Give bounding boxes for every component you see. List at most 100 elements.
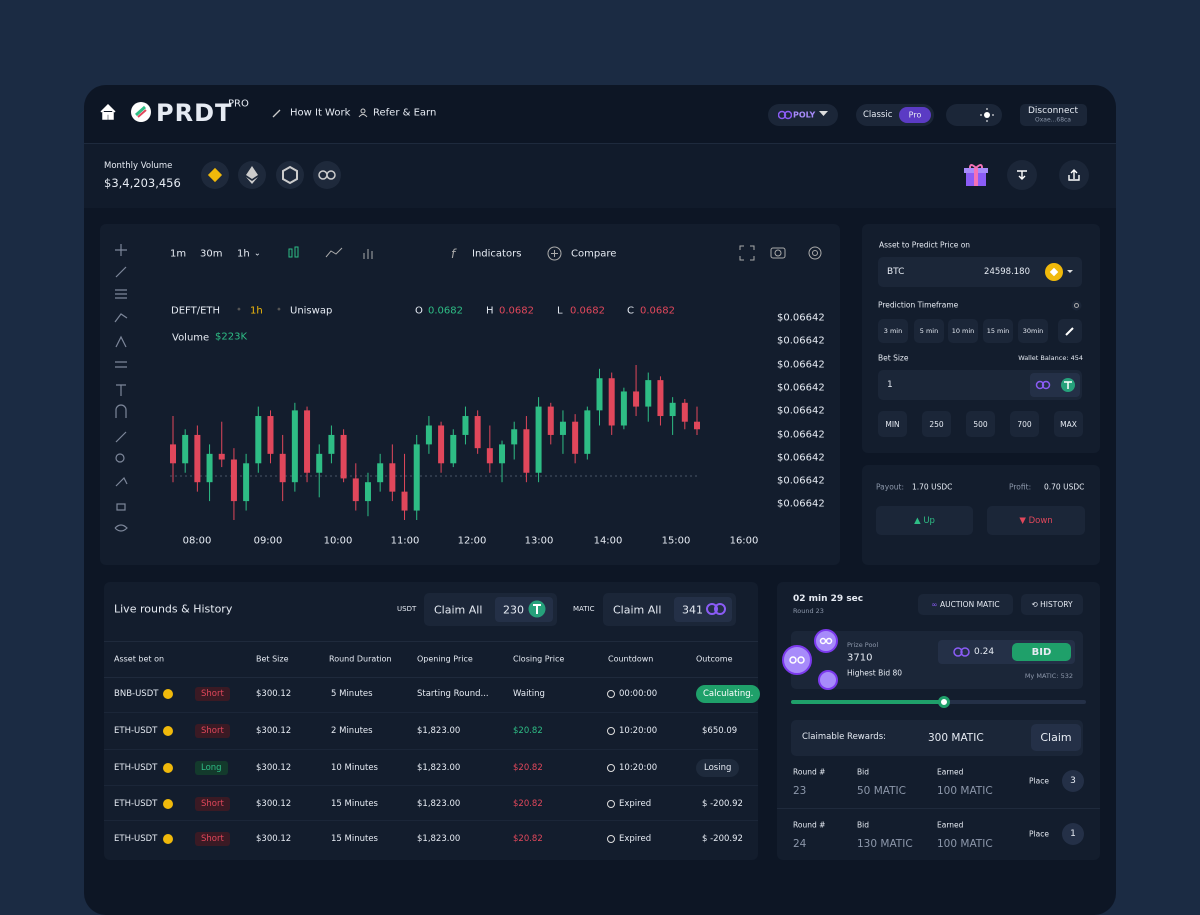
ohlc-value: 0.0682 bbox=[428, 305, 463, 317]
bet-size: $300.12 bbox=[256, 834, 292, 844]
chart-type-icons[interactable] bbox=[286, 245, 386, 263]
matic-glyph: ∞ bbox=[931, 600, 941, 609]
side: Short bbox=[195, 832, 230, 846]
auction-button[interactable]: ∞ AUCTION MATIC bbox=[918, 594, 1013, 615]
bid-label: Bid bbox=[857, 767, 869, 777]
payout-value: 1.70 USDC bbox=[912, 482, 953, 492]
wallet-address: Oxae...68ca bbox=[1035, 116, 1071, 124]
home-icon[interactable] bbox=[99, 103, 117, 121]
timeframe-option[interactable]: 3 min bbox=[878, 319, 908, 343]
settings-icon[interactable] bbox=[1071, 300, 1082, 311]
brand: PRDT bbox=[156, 99, 233, 127]
side: Short bbox=[195, 687, 230, 701]
asset: ETH-USDT bbox=[114, 834, 158, 844]
candle-body bbox=[279, 453, 286, 483]
compare-button[interactable]: Compare bbox=[571, 248, 617, 260]
timeframe-option[interactable]: 5 min bbox=[914, 319, 944, 343]
timeframe-button[interactable]: 30m bbox=[200, 248, 223, 260]
divider bbox=[104, 677, 758, 678]
amount-option[interactable]: 500 bbox=[966, 411, 995, 437]
side: Short bbox=[195, 797, 230, 811]
wallet-label: Disconnect bbox=[1028, 106, 1078, 116]
place-badge bbox=[1062, 770, 1084, 792]
row-divider bbox=[104, 785, 758, 786]
mode: Pro bbox=[908, 110, 922, 120]
separator: • bbox=[276, 304, 282, 316]
matic-icon bbox=[778, 110, 792, 120]
nav-link[interactable]: How It Work bbox=[290, 107, 351, 119]
amount-option[interactable]: 250 bbox=[922, 411, 951, 437]
timeframe-option[interactable]: 15 min bbox=[983, 319, 1013, 343]
drawing-tools[interactable] bbox=[112, 240, 132, 540]
history-button[interactable]: ⟲ HISTORY bbox=[1021, 594, 1083, 615]
gift-icon[interactable] bbox=[964, 162, 988, 188]
edit-button[interactable] bbox=[1058, 319, 1082, 343]
closing: $20.82 bbox=[513, 763, 543, 773]
mode: Classic bbox=[863, 110, 893, 120]
time-label: 12:00 bbox=[457, 535, 487, 547]
opening: $1,823.00 bbox=[417, 763, 461, 773]
nav-link[interactable]: Refer & Earn bbox=[373, 107, 437, 119]
indicators-icon: f bbox=[451, 247, 456, 261]
place-badge bbox=[1062, 823, 1084, 845]
amount-option[interactable]: MAX bbox=[1054, 411, 1083, 437]
wallet-button[interactable] bbox=[1020, 104, 1087, 126]
highest-bid: Highest Bid 80 bbox=[847, 668, 903, 678]
pencil-icon bbox=[1065, 327, 1074, 336]
candle-body bbox=[511, 429, 518, 445]
round: Round 23 bbox=[793, 607, 824, 615]
up-button[interactable]: ▲ Up bbox=[876, 506, 973, 535]
candle-body bbox=[267, 416, 274, 454]
slider-knob[interactable] bbox=[938, 696, 950, 708]
theme-toggle[interactable] bbox=[946, 104, 1002, 126]
timeframe-button[interactable]: 1m bbox=[170, 248, 187, 260]
place: 3 bbox=[1070, 776, 1076, 786]
network-select[interactable] bbox=[768, 104, 838, 126]
closing: $20.82 bbox=[513, 834, 543, 844]
place: 1 bbox=[1070, 829, 1076, 839]
candle-body bbox=[182, 434, 189, 464]
candle-body bbox=[230, 459, 237, 502]
timeframe-option[interactable]: 30min bbox=[1018, 319, 1048, 343]
ohlc-label: L bbox=[557, 305, 563, 317]
claimable-label: Claimable Rewards: bbox=[802, 732, 886, 742]
claim-button[interactable]: Claim All bbox=[434, 603, 483, 617]
asset: ETH-USDT bbox=[114, 799, 158, 809]
amount-option[interactable]: 700 bbox=[1010, 411, 1039, 437]
candle-body bbox=[694, 421, 700, 430]
prize: 3710 bbox=[847, 652, 873, 664]
claim-button[interactable]: Claim All bbox=[613, 603, 662, 617]
claim-button[interactable]: Claim bbox=[1031, 724, 1081, 751]
volume-value: $3,4,203,456 bbox=[104, 176, 181, 190]
asset: BNB-USDT bbox=[114, 689, 159, 699]
timeframe-option[interactable]: 10 min bbox=[948, 319, 978, 343]
action-icons[interactable] bbox=[1006, 159, 1094, 191]
time-label: 13:00 bbox=[524, 535, 554, 547]
volume-value: $223K bbox=[215, 331, 248, 343]
bid-button[interactable]: BID bbox=[1012, 643, 1071, 661]
outcome: Calculating. bbox=[696, 685, 761, 703]
chart-tools[interactable] bbox=[738, 244, 828, 262]
column-header: Bet Size bbox=[256, 654, 289, 664]
earned-label: Earned bbox=[937, 820, 964, 830]
earned: 100 MATIC bbox=[937, 838, 993, 850]
profit-value: 0.70 USDC bbox=[1044, 482, 1085, 492]
candle-body bbox=[462, 416, 469, 435]
duration: 5 Minutes bbox=[331, 689, 373, 699]
coin-list bbox=[201, 161, 341, 189]
candle-body bbox=[316, 453, 323, 473]
compare-icon bbox=[547, 246, 562, 261]
profit-label: Profit: bbox=[1009, 482, 1032, 492]
matic-icon bbox=[706, 603, 726, 615]
network: POLY bbox=[793, 110, 816, 120]
duration: 2 Minutes bbox=[331, 726, 373, 736]
side: Long bbox=[195, 761, 228, 775]
timeframe-button[interactable]: 1h bbox=[237, 248, 250, 260]
indicators-button[interactable]: Indicators bbox=[472, 248, 522, 260]
down-button[interactable]: ▼ Down bbox=[987, 506, 1085, 535]
claim-currency: USDT bbox=[397, 605, 417, 613]
amount-option[interactable]: MIN bbox=[878, 411, 907, 437]
candle-body bbox=[206, 453, 213, 483]
clock-icon bbox=[607, 764, 615, 772]
currency-switch[interactable] bbox=[1030, 373, 1080, 397]
